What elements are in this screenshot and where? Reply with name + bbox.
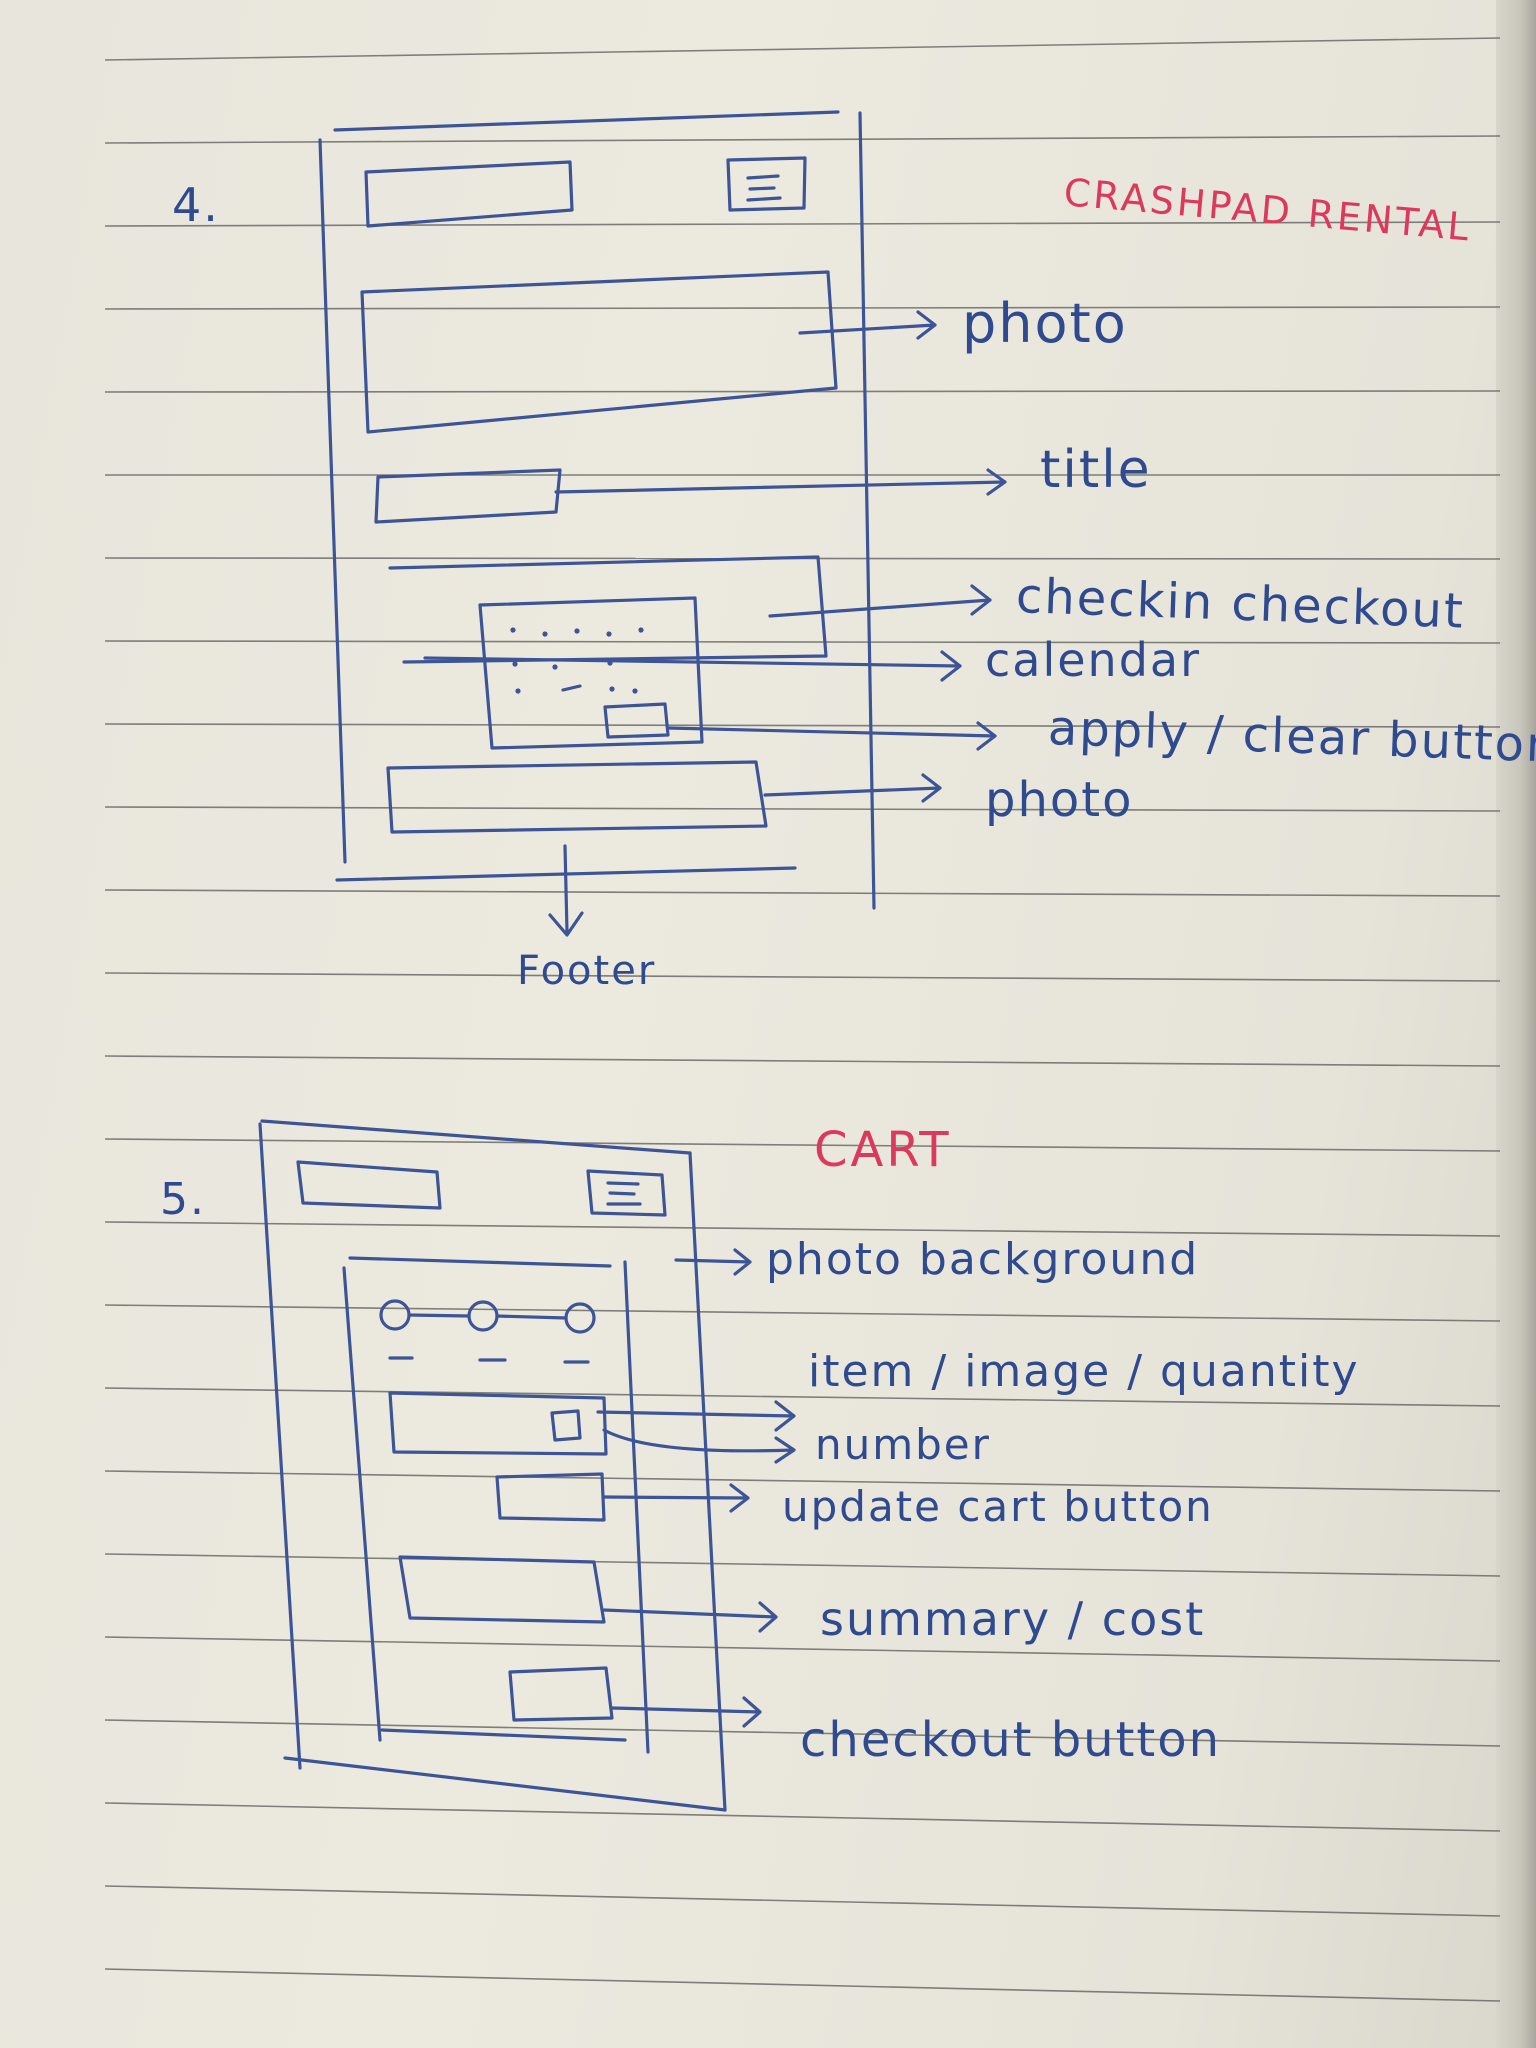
header-logo-box-5: [296, 1160, 442, 1210]
checkin-box: [388, 555, 828, 664]
frame-5-right-line: [688, 1151, 727, 1812]
arrow-photo-top: [798, 310, 937, 340]
menu-icon-cart: [586, 1169, 667, 1217]
frame-5-bottom-line: [283, 1756, 727, 1812]
wireframe-5: [258, 1119, 796, 1812]
frame-4-top-line: [333, 110, 840, 132]
label-photo-top: photo: [962, 292, 1128, 355]
arrow-footer: [548, 844, 584, 937]
hero-photo-box: [360, 270, 838, 434]
inner-frame-right: [623, 1260, 650, 1754]
frame-4-left-line: [318, 138, 347, 864]
arrow-item: [596, 1400, 796, 1432]
summary-box: [398, 1555, 606, 1624]
label-item-image-quantity: item / image / quantity: [808, 1346, 1360, 1397]
label-update-cart-button: update cart button: [782, 1482, 1214, 1531]
inner-frame-top: [348, 1256, 612, 1268]
wireframe-4: [318, 110, 1007, 937]
checkout-button-sketch: [508, 1666, 614, 1722]
label-photo-bottom: photo: [985, 772, 1134, 828]
arrow-number: [602, 1428, 796, 1464]
arrow-checkin: [768, 584, 992, 618]
arrow-summary: [602, 1601, 778, 1633]
cart-heading: CART: [814, 1122, 952, 1178]
arrow-calendar: [423, 650, 962, 682]
label-photo-background: photo background: [766, 1234, 1200, 1285]
arrow-update: [602, 1483, 750, 1513]
label-summary-cost: summary / cost: [820, 1592, 1206, 1646]
label-calendar: calendar: [985, 633, 1202, 687]
item-row-box: [388, 1391, 608, 1456]
frame-5-top-line: [260, 1119, 692, 1155]
header-logo-box-4: [364, 160, 574, 228]
ruled-lines: [104, 37, 1501, 2002]
sketch-5-number: 5.: [160, 1174, 206, 1225]
item-image-thumb: [550, 1409, 582, 1442]
arrow-apply: [666, 721, 997, 751]
frame-5-left-line: [258, 1122, 302, 1770]
title-box: [374, 468, 562, 524]
inner-frame-left: [342, 1266, 382, 1742]
label-title: title: [1040, 440, 1152, 500]
calendar-sketch: [478, 596, 704, 750]
progress-steps: [379, 1299, 596, 1364]
arrow-title: [554, 468, 1007, 496]
menu-icon: [726, 156, 807, 212]
apply-button-sketch: [603, 702, 670, 739]
label-footer: Footer: [517, 948, 657, 994]
label-number: number: [815, 1420, 991, 1469]
label-checkout-button: checkout button: [800, 1712, 1222, 1768]
sketch-4-number: 4.: [172, 178, 220, 232]
bottom-photo-box: [386, 760, 768, 834]
inner-frame-bottom: [380, 1728, 627, 1742]
page-edge: [1496, 0, 1536, 2048]
update-cart-button-sketch: [495, 1472, 606, 1522]
arrow-background: [674, 1248, 752, 1276]
frame-4-right-line: [858, 111, 876, 910]
arrow-checkout: [610, 1696, 762, 1728]
arrow-photo-bottom: [763, 773, 942, 803]
